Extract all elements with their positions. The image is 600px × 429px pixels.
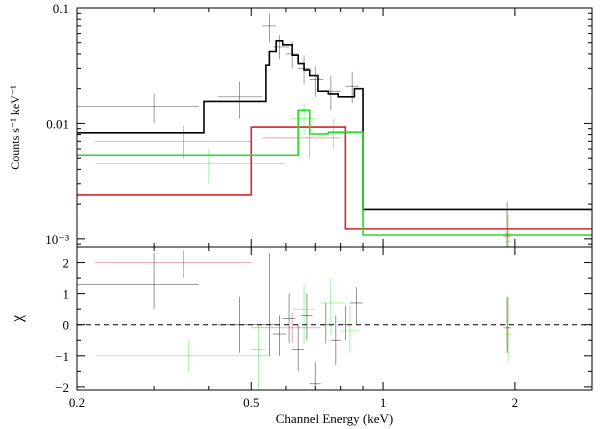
y-tick-label-bottom: 0 (63, 318, 70, 333)
residual-point (95, 340, 270, 372)
residual-point (505, 296, 512, 363)
residual-point (292, 324, 305, 372)
y-tick-label-bottom: −1 (55, 349, 69, 364)
top-data-point (95, 125, 252, 159)
residual-point (340, 306, 350, 341)
residual-point (272, 315, 286, 356)
x-tick-label: 1 (380, 395, 387, 410)
model-line-model-black (77, 39, 592, 211)
residual-point (262, 253, 277, 356)
top-data-point (292, 103, 316, 135)
top-data-point (272, 35, 290, 60)
residual-point (77, 253, 200, 310)
residual-point (320, 278, 346, 335)
residual-point (251, 324, 266, 390)
x-tick-label: 0.5 (243, 395, 259, 410)
model-line-model-red (77, 126, 592, 230)
top-data-point (345, 71, 359, 104)
bottom-panel-data (77, 250, 592, 390)
x-axis-label: Channel Energy (keV) (276, 411, 393, 426)
residual-point (309, 362, 321, 390)
residual-point (503, 299, 512, 350)
residual-point (340, 306, 359, 353)
top-data-point (77, 93, 200, 124)
top-data-point (323, 75, 341, 111)
residual-point (320, 302, 334, 344)
residual-point (330, 315, 341, 366)
top-data-point (262, 123, 341, 159)
residual-point (282, 293, 296, 344)
top-data-point (505, 215, 512, 247)
model-line-model-green (77, 109, 592, 236)
plot-layer: 0.1 0.01 10⁻³ 2 1 0 −1 −20.2 0.5 1 2 Channel Energy… (8, 1, 593, 426)
y-tick-label-top: 10⁻³ (45, 232, 69, 247)
top-data-point (95, 149, 286, 184)
top-data-point (503, 209, 512, 247)
y-tick-label-bottom: −2 (55, 380, 69, 395)
residual-point (301, 293, 313, 341)
top-data-point (218, 81, 263, 119)
x-tick-label: 0.2 (69, 395, 85, 410)
y-tick-label-bottom: 2 (63, 256, 70, 271)
y-tick-label-bottom: 1 (63, 287, 70, 302)
y-axis-label-top: Counts s⁻¹ keV⁻¹ (8, 85, 22, 170)
residual-point (95, 250, 252, 279)
y-tick-label-top: 0.01 (46, 116, 69, 131)
residual-point (292, 284, 316, 344)
bottom-panel-frame (76, 246, 593, 391)
top-data-point (262, 13, 277, 43)
top-data-point (309, 66, 324, 97)
residual-point (218, 296, 263, 353)
top-panel-data (77, 13, 592, 247)
y-axis-label-bottom: χ (9, 314, 26, 323)
x-tick-label: 2 (512, 395, 519, 410)
residual-point (251, 312, 321, 344)
y-tick-label-top: 0.1 (53, 1, 69, 16)
residual-point (349, 287, 364, 325)
